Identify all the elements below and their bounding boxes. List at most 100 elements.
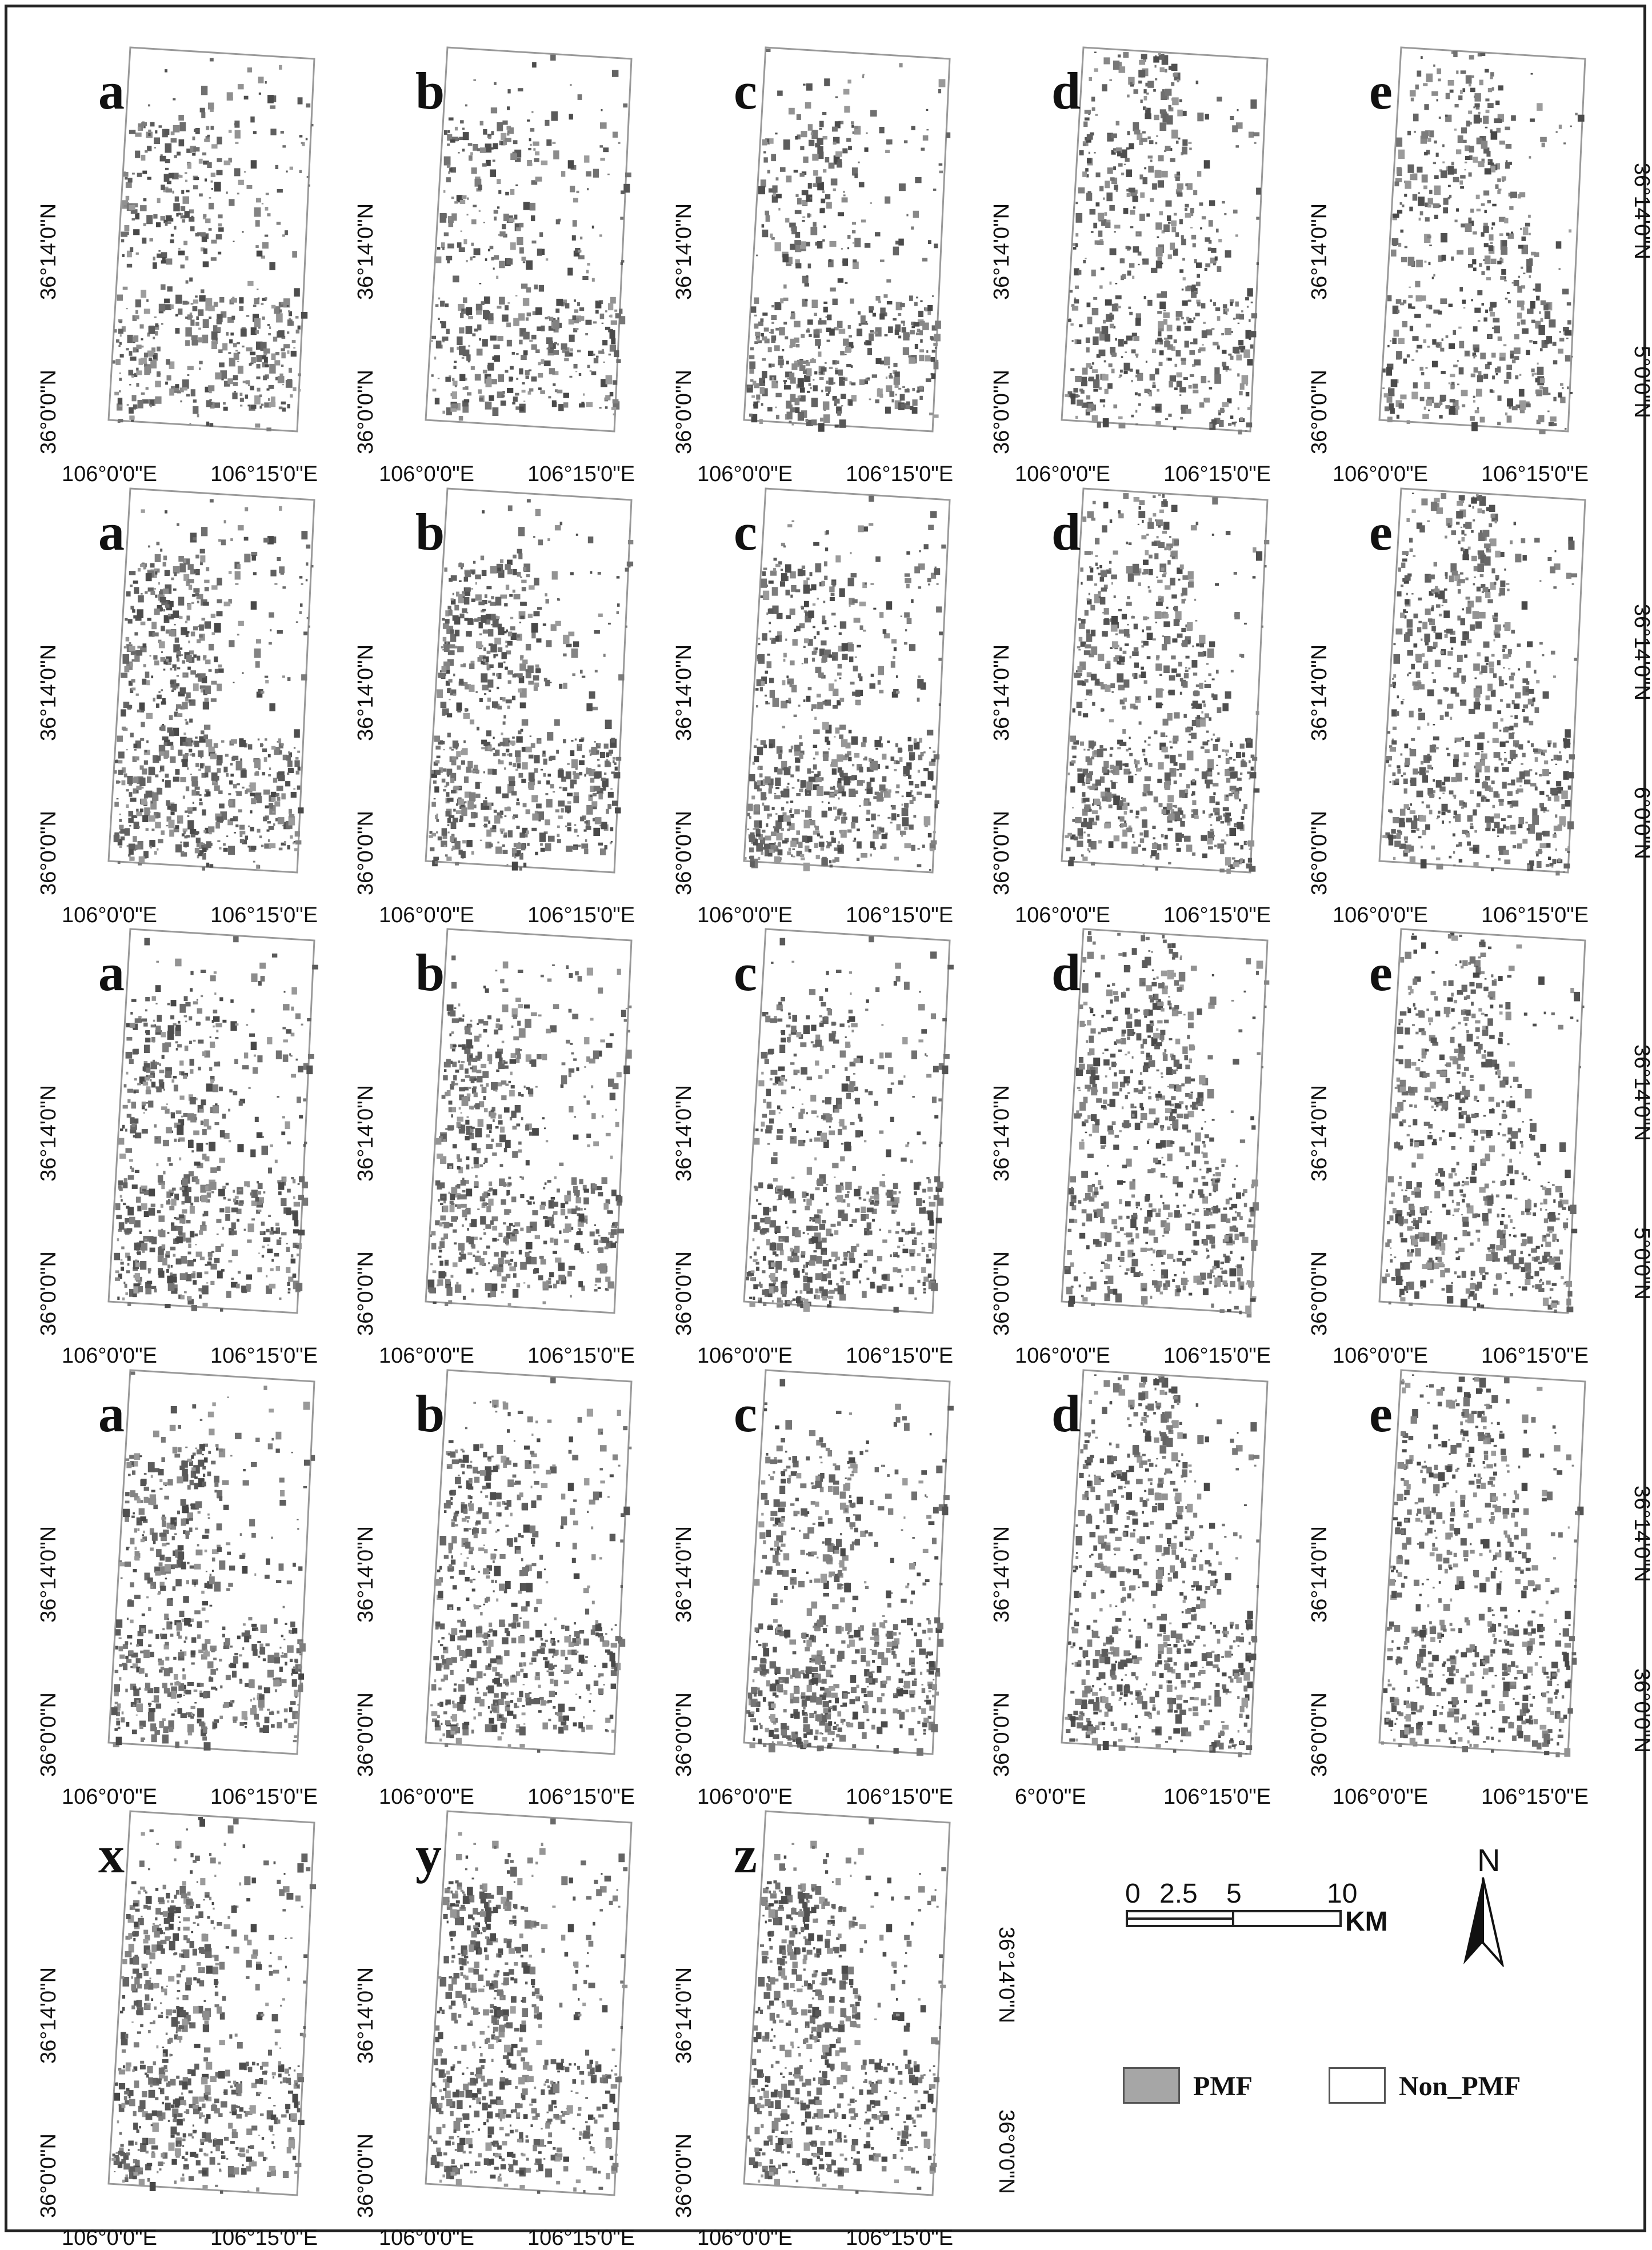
- pmf-pixel: [531, 215, 535, 222]
- pmf-pixel: [1149, 374, 1155, 381]
- pmf-pixel: [1114, 231, 1116, 233]
- pmf-pixel: [1217, 266, 1222, 272]
- pmf-pixel: [277, 630, 283, 634]
- pmf-pixel: [1182, 258, 1185, 261]
- pmf-pixel: [588, 794, 593, 802]
- pmf-pixel: [775, 406, 777, 409]
- pmf-pixel: [568, 319, 574, 325]
- pmf-pixel: [186, 580, 190, 586]
- pmf-pixel: [596, 750, 599, 754]
- pmf-pixel: [774, 856, 781, 863]
- pmf-pixel: [153, 655, 158, 660]
- pmf-pixel: [1518, 245, 1523, 249]
- pmf-pixel: [789, 749, 793, 752]
- pmf-pixel: [1177, 79, 1179, 83]
- pmf-pixel: [158, 691, 161, 693]
- pmf-pixel: [153, 257, 155, 261]
- pmf-pixel: [1440, 170, 1447, 178]
- pmf-pixel: [1086, 134, 1093, 140]
- pmf-pixel: [1475, 105, 1480, 110]
- pmf-pixel: [257, 828, 261, 833]
- pmf-pixel: [1071, 306, 1079, 311]
- pmf-pixel: [136, 370, 142, 375]
- pmf-pixel: [912, 399, 918, 406]
- pmf-pixel: [908, 774, 911, 779]
- pmf-pixel: [273, 337, 278, 342]
- pmf-pixel: [1248, 131, 1254, 138]
- pmf-pixel: [459, 374, 466, 381]
- pmf-pixel: [465, 326, 473, 334]
- pmf-pixel: [936, 606, 942, 613]
- pmf-pixel: [938, 79, 946, 87]
- pmf-pixel: [797, 568, 803, 576]
- pmf-pixel: [870, 583, 874, 585]
- pmf-pixel: [178, 654, 181, 656]
- pmf-pixel: [938, 89, 942, 94]
- pmf-pixel: [154, 608, 160, 615]
- pmf-pixel: [813, 542, 819, 546]
- pmf-pixel: [893, 377, 900, 385]
- pmf-pixel: [616, 611, 619, 614]
- pmf-pixel: [576, 190, 579, 194]
- pmf-pixel: [775, 194, 782, 199]
- pmf-pixel: [180, 265, 185, 269]
- pmf-pixel: [214, 402, 221, 408]
- pmf-pixel: [214, 785, 220, 791]
- pmf-pixel: [202, 866, 205, 871]
- pmf-pixel: [176, 651, 181, 655]
- pmf-pixel: [837, 700, 841, 706]
- pmf-pixel: [798, 704, 801, 707]
- pmf-pixel: [787, 678, 794, 685]
- pmf-pixel: [302, 142, 305, 146]
- pmf-pixel: [163, 174, 170, 182]
- pmf-pixel: [183, 831, 186, 834]
- pmf-pixel: [753, 381, 757, 386]
- pmf-pixel: [1161, 55, 1169, 65]
- pmf-pixel: [1505, 297, 1508, 300]
- pmf-pixel: [828, 391, 830, 394]
- pmf-pixel: [515, 184, 518, 186]
- pmf-pixel: [1163, 312, 1170, 318]
- pmf-pixel: [1453, 400, 1459, 407]
- pmf-pixel: [1246, 422, 1253, 428]
- pmf-pixel: [148, 129, 151, 134]
- pmf-pixel: [1222, 362, 1227, 367]
- pmf-pixel: [1138, 70, 1146, 77]
- pmf-pixel: [780, 167, 786, 172]
- pmf-pixel: [1142, 258, 1149, 265]
- pmf-pixel: [774, 795, 781, 799]
- pmf-pixel: [464, 618, 469, 621]
- pmf-pixel: [290, 350, 297, 357]
- pmf-pixel: [827, 259, 834, 267]
- pmf-pixel: [175, 384, 179, 388]
- pmf-pixel: [768, 363, 772, 368]
- pmf-pixel: [161, 830, 165, 835]
- lat-label-upper: 36°14'0"N: [354, 203, 378, 300]
- pmf-pixel: [289, 808, 292, 814]
- pmf-pixel: [185, 340, 190, 346]
- pmf-pixel: [247, 825, 250, 827]
- pmf-pixel: [216, 170, 223, 175]
- pmf-pixel: [169, 630, 176, 636]
- pmf-pixel: [1127, 94, 1130, 98]
- pmf-pixel: [599, 234, 602, 237]
- pmf-pixel: [847, 247, 850, 250]
- pmf-pixel: [589, 768, 595, 776]
- pmf-pixel: [1411, 359, 1415, 362]
- pmf-pixel: [119, 846, 122, 848]
- pmf-pixel: [814, 716, 817, 720]
- map-panel-c: c 36°14'0"N 36°0'0"N: [672, 26, 1007, 460]
- pmf-pixel: [1478, 111, 1481, 115]
- pmf-pixel: [1490, 302, 1497, 307]
- pmf-pixel: [850, 573, 857, 578]
- pmf-pixel: [519, 368, 523, 375]
- lon-label-right: 106°15'0"E: [210, 903, 318, 927]
- pmf-pixel: [1489, 335, 1491, 339]
- pmf-pixel: [165, 188, 173, 193]
- pmf-pixel: [581, 675, 586, 678]
- pmf-pixel: [528, 772, 535, 781]
- pmf-pixel: [130, 584, 133, 587]
- pmf-pixel: [1128, 306, 1131, 309]
- pmf-pixel: [778, 815, 784, 822]
- pmf-pixel: [199, 549, 205, 554]
